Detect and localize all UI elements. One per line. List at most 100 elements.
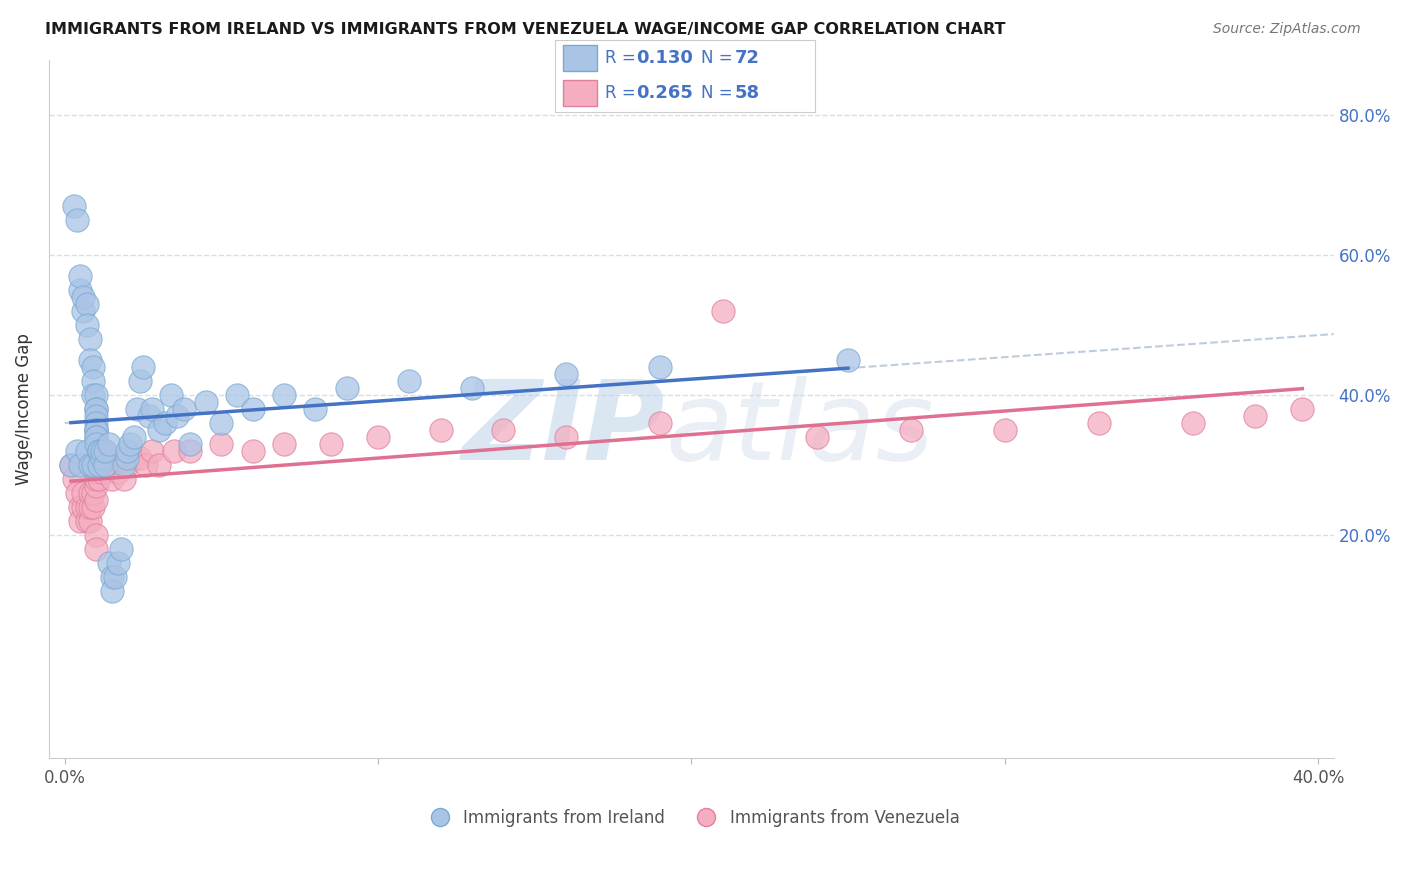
Point	[194, 395, 217, 409]
Point	[91, 443, 114, 458]
Point	[900, 423, 922, 437]
Point	[84, 423, 107, 437]
Point	[72, 500, 94, 514]
Point	[79, 353, 101, 368]
Point	[994, 423, 1017, 437]
Point	[128, 450, 150, 465]
Point	[117, 450, 139, 465]
Point	[76, 500, 98, 514]
Point	[837, 353, 859, 368]
Point	[76, 318, 98, 332]
Point	[112, 458, 135, 472]
Point	[94, 443, 117, 458]
Point	[84, 401, 107, 416]
Point	[63, 199, 86, 213]
Point	[209, 416, 232, 430]
Point	[72, 290, 94, 304]
Point	[110, 541, 132, 556]
Point	[82, 388, 104, 402]
Point	[91, 465, 114, 479]
Point	[97, 556, 120, 570]
Point	[84, 430, 107, 444]
Point	[648, 359, 671, 374]
Point	[76, 297, 98, 311]
Point	[120, 437, 142, 451]
Point	[112, 472, 135, 486]
Point	[79, 332, 101, 346]
Point	[84, 472, 107, 486]
Text: N =: N =	[702, 49, 738, 67]
Point	[429, 423, 451, 437]
Point	[179, 437, 201, 451]
Point	[141, 443, 163, 458]
Text: Source: ZipAtlas.com: Source: ZipAtlas.com	[1213, 22, 1361, 37]
Point	[79, 485, 101, 500]
Point	[66, 213, 89, 227]
Point	[84, 541, 107, 556]
Point	[319, 437, 342, 451]
Text: IMMIGRANTS FROM IRELAND VS IMMIGRANTS FROM VENEZUELA WAGE/INCOME GAP CORRELATION: IMMIGRANTS FROM IRELAND VS IMMIGRANTS FR…	[45, 22, 1005, 37]
Legend: Immigrants from Ireland, Immigrants from Venezuela: Immigrants from Ireland, Immigrants from…	[416, 803, 966, 834]
Point	[711, 304, 734, 318]
Point	[100, 569, 122, 583]
Point	[97, 458, 120, 472]
Point	[79, 514, 101, 528]
Point	[79, 500, 101, 514]
Text: 72: 72	[735, 49, 759, 67]
Point	[125, 401, 148, 416]
Point	[173, 401, 195, 416]
Point	[336, 381, 359, 395]
Bar	[564, 45, 598, 70]
Point	[69, 269, 91, 284]
Point	[87, 443, 110, 458]
Point	[72, 485, 94, 500]
Point	[648, 416, 671, 430]
Point	[84, 388, 107, 402]
Point	[209, 437, 232, 451]
Point	[72, 304, 94, 318]
Point	[117, 458, 139, 472]
Point	[179, 443, 201, 458]
Point	[87, 472, 110, 486]
Point	[82, 458, 104, 472]
Point	[226, 388, 249, 402]
Point	[82, 500, 104, 514]
Point	[91, 450, 114, 465]
Point	[242, 443, 264, 458]
Point	[107, 556, 129, 570]
Point	[87, 443, 110, 458]
Point	[138, 409, 160, 423]
Point	[461, 381, 484, 395]
Point	[110, 458, 132, 472]
Point	[84, 437, 107, 451]
Text: R =: R =	[605, 49, 641, 67]
Point	[66, 443, 89, 458]
Point	[555, 367, 578, 381]
Bar	[564, 80, 598, 106]
Point	[367, 430, 389, 444]
Point	[63, 472, 86, 486]
Point	[69, 500, 91, 514]
Point	[132, 359, 155, 374]
Point	[160, 388, 183, 402]
Point	[84, 430, 107, 444]
Point	[76, 443, 98, 458]
Point	[398, 374, 420, 388]
Point	[97, 437, 120, 451]
Point	[117, 443, 139, 458]
Point	[163, 443, 186, 458]
Point	[82, 359, 104, 374]
Point	[59, 458, 82, 472]
Point	[91, 450, 114, 465]
Point	[84, 492, 107, 507]
Point	[273, 437, 295, 451]
Text: atlas: atlas	[665, 376, 934, 483]
Point	[806, 430, 828, 444]
Point	[69, 283, 91, 297]
Point	[87, 458, 110, 472]
Point	[59, 458, 82, 472]
Text: ZIP: ZIP	[463, 376, 665, 483]
Point	[94, 458, 117, 472]
Point	[273, 388, 295, 402]
Point	[135, 458, 157, 472]
